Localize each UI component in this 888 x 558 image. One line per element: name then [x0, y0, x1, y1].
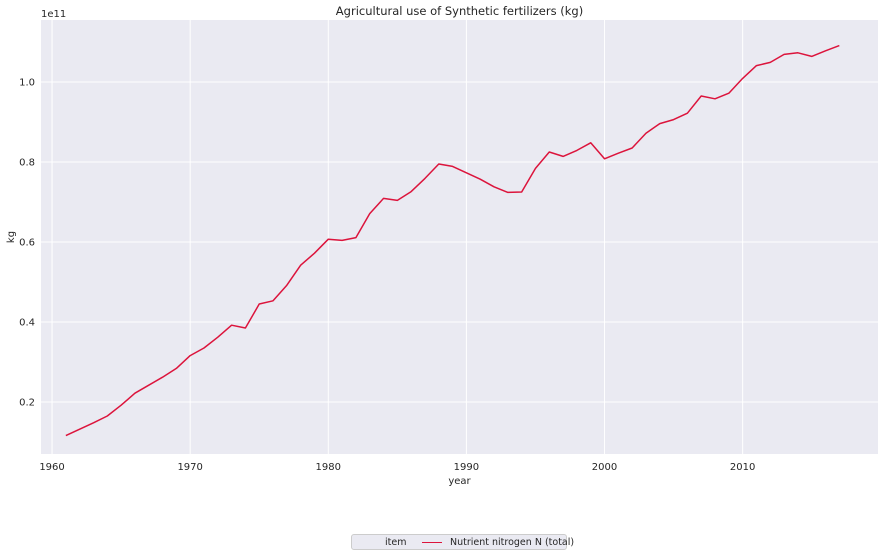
x-tick-label: 1980: [316, 462, 341, 473]
legend-title: item: [385, 537, 407, 548]
y-tick-label: 0.2: [19, 398, 35, 409]
y-axis: 0.2 0.4 0.6 0.8 1.0: [19, 78, 35, 409]
plot-area: [41, 20, 878, 454]
y-axis-label: kg: [6, 231, 17, 243]
y-tick-label: 0.6: [19, 238, 35, 249]
y-tick-label: 0.4: [19, 318, 35, 329]
series-line-nitrogen: [65, 44, 840, 437]
x-axis-label: year: [448, 476, 471, 487]
y-tick-label: 0.8: [19, 158, 35, 169]
x-tick-label: 1990: [454, 462, 479, 473]
legend-entry-label: Nutrient nitrogen N (total): [450, 537, 575, 548]
series-group: [65, 44, 840, 437]
x-tick-label: 2010: [730, 462, 755, 473]
legend: item Nutrient nitrogen N (total): [351, 534, 574, 550]
x-tick-label: 1960: [39, 462, 64, 473]
legend-swatch: [422, 541, 442, 543]
chart-title: Agricultural use of Synthetic fertilizer…: [336, 4, 583, 18]
x-tick-label: 2000: [592, 462, 617, 473]
y-offset-text: 1e11: [41, 9, 66, 20]
y-tick-label: 1.0: [19, 78, 35, 89]
x-axis: 1960 1970 1980 1990 2000 2010: [39, 462, 755, 473]
grid: [41, 20, 878, 454]
x-tick-label: 1970: [177, 462, 202, 473]
